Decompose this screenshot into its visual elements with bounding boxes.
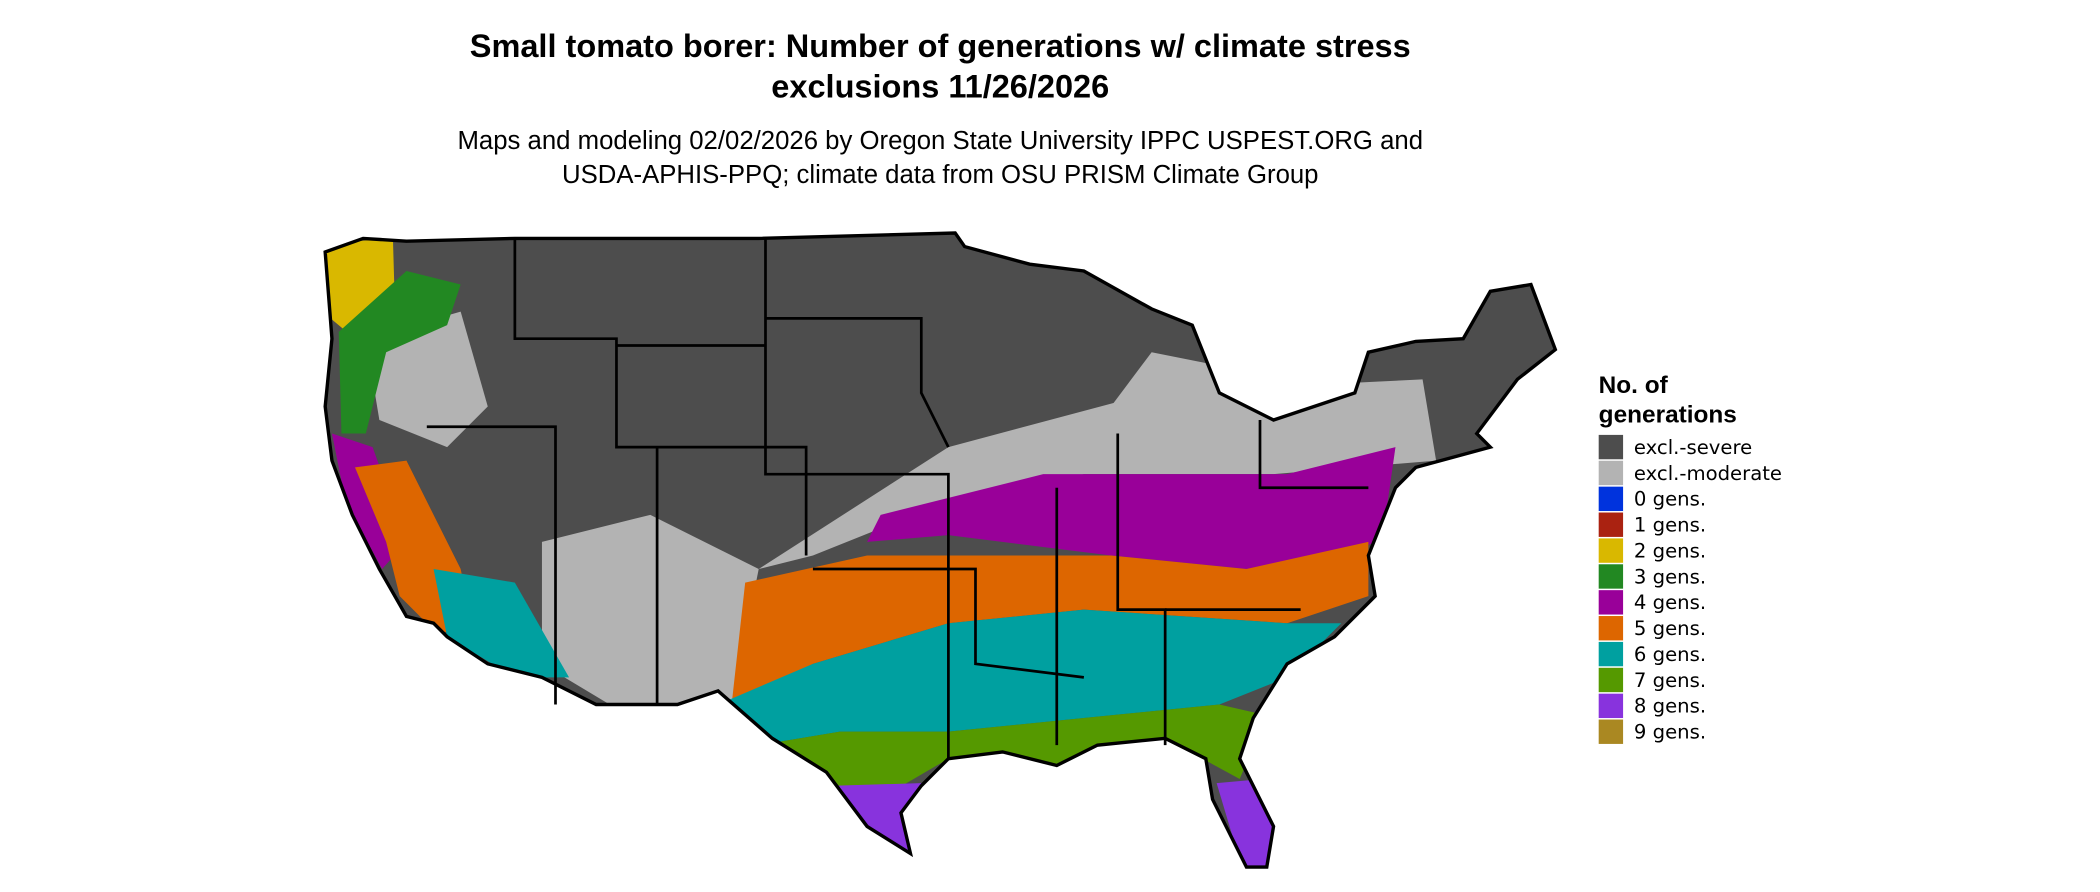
legend-swatch xyxy=(1598,641,1624,667)
region xyxy=(731,541,1369,705)
legend-swatch xyxy=(1598,460,1624,486)
legend-label: 7 gens. xyxy=(1634,669,1706,692)
legend-swatch xyxy=(1598,719,1624,744)
legend-swatch xyxy=(1598,538,1624,563)
legend-label: 0 gens. xyxy=(1634,488,1706,511)
subtitle-line: Maps and modeling 02/02/2026 by Oregon S… xyxy=(457,127,1423,155)
legend-label: 8 gens. xyxy=(1634,695,1706,718)
legend-label: 6 gens. xyxy=(1634,643,1706,666)
legend-title: No. of xyxy=(1599,372,1669,399)
legend-swatch xyxy=(1598,616,1624,641)
legend-swatch xyxy=(1598,693,1624,719)
legend-label: 9 gens. xyxy=(1634,721,1706,744)
legend-swatch xyxy=(1598,486,1624,512)
legend-label: 3 gens. xyxy=(1634,565,1706,588)
region xyxy=(867,447,1396,570)
state-borders xyxy=(426,238,1369,759)
title-line: Small tomato borer: Number of generation… xyxy=(470,28,1411,64)
region xyxy=(433,569,570,678)
legend-label: excl.-moderate xyxy=(1634,462,1782,485)
legend-swatch xyxy=(1598,434,1624,460)
subtitle-line: USDA-APHIS-PPQ; climate data from OSU PR… xyxy=(562,161,1319,189)
legend-label: 5 gens. xyxy=(1634,617,1706,640)
legend-title: generations xyxy=(1599,402,1737,429)
legend-label: 1 gens. xyxy=(1634,514,1706,537)
legend: excl.-severe excl.-moderate 0 gens. 1 gens.… xyxy=(1598,434,1782,744)
title-line: exclusions 11/26/2026 xyxy=(771,69,1109,105)
region xyxy=(541,514,759,705)
legend-swatch xyxy=(1598,512,1624,537)
region xyxy=(1110,352,1220,434)
region xyxy=(338,270,461,434)
legend-swatch xyxy=(1598,590,1624,615)
legend-swatch xyxy=(1598,564,1624,589)
legend-label: 2 gens. xyxy=(1634,539,1706,562)
legend-swatch xyxy=(1598,667,1624,693)
map-area xyxy=(325,233,1556,868)
region xyxy=(833,783,922,857)
legend-label: excl.-severe xyxy=(1634,436,1752,459)
region xyxy=(718,609,1342,746)
legend-label: 4 gens. xyxy=(1634,591,1706,614)
region xyxy=(325,233,1556,868)
